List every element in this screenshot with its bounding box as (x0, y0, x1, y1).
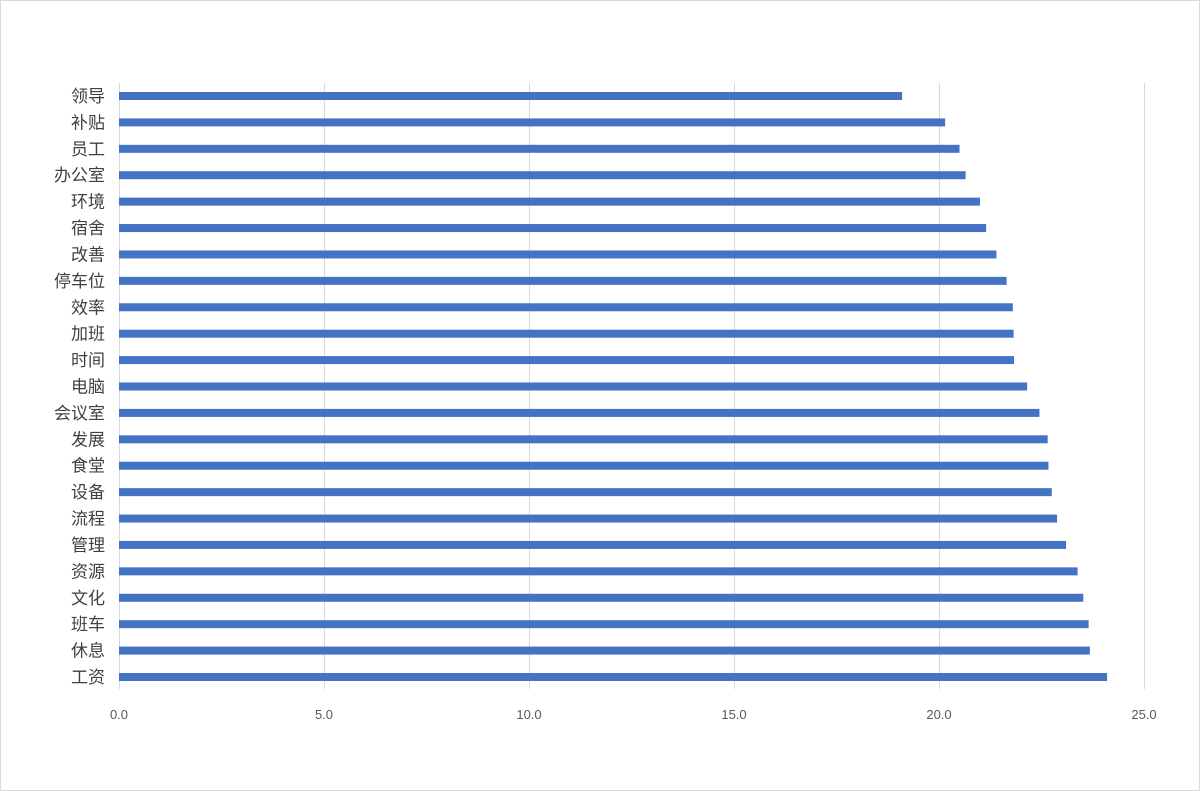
x-tick-label: 15.0 (721, 707, 746, 722)
category-label: 资源 (71, 562, 105, 582)
bar (119, 382, 1028, 391)
category-label: 电脑 (71, 378, 105, 398)
bar (119, 673, 1108, 681)
x-tick-label: 20.0 (926, 707, 951, 722)
category-label: 设备 (71, 483, 105, 503)
bar (119, 488, 1052, 497)
bar (119, 329, 1014, 338)
bar (119, 514, 1058, 523)
bar (119, 435, 1048, 444)
bar (119, 250, 997, 259)
category-label: 时间 (71, 351, 105, 371)
category-label: 补贴 (71, 113, 105, 133)
category-label: 发展 (71, 430, 105, 450)
category-label: 加班 (71, 325, 105, 345)
bar (119, 593, 1084, 602)
category-label: 休息 (71, 642, 105, 662)
bar (119, 303, 1013, 312)
category-labels: 领导补贴员工办公室环境宿舍改善停车位效率加班时间电脑会议室发展食堂设备流程管理资… (54, 87, 105, 688)
x-axis-tick-labels: 0.0 5.0 10.0 15.0 20.0 25.0 (110, 707, 1157, 722)
category-label: 食堂 (71, 457, 105, 477)
bar (119, 356, 1015, 365)
bar (119, 646, 1090, 655)
bar (119, 540, 1067, 549)
bar (119, 224, 987, 233)
bar (119, 408, 1040, 417)
x-tick-label: 25.0 (1131, 707, 1156, 722)
category-label: 工资 (71, 668, 105, 688)
category-label: 改善 (71, 245, 105, 265)
category-label: 环境 (71, 193, 105, 213)
x-tick-label: 10.0 (516, 707, 541, 722)
category-label: 效率 (71, 298, 105, 318)
x-tick-label: 0.0 (110, 707, 128, 722)
bar (119, 620, 1089, 629)
category-label: 员工 (71, 140, 105, 160)
x-tick-label: 5.0 (315, 707, 333, 722)
category-label: 领导 (71, 87, 105, 107)
bar (119, 197, 980, 206)
bars (119, 92, 1108, 681)
category-label: 办公室 (54, 166, 105, 186)
bar (119, 118, 946, 127)
bar (119, 461, 1049, 470)
category-label: 管理 (71, 536, 105, 556)
bar (119, 171, 966, 180)
category-label: 流程 (71, 510, 105, 530)
bar (119, 92, 903, 100)
category-label: 班车 (71, 615, 105, 635)
bar (119, 144, 960, 153)
category-label: 文化 (71, 589, 105, 609)
category-label: 会议室 (54, 404, 105, 424)
category-label: 停车位 (54, 272, 105, 292)
bar (119, 567, 1078, 576)
bar (119, 276, 1007, 285)
category-label: 宿舍 (71, 219, 105, 239)
